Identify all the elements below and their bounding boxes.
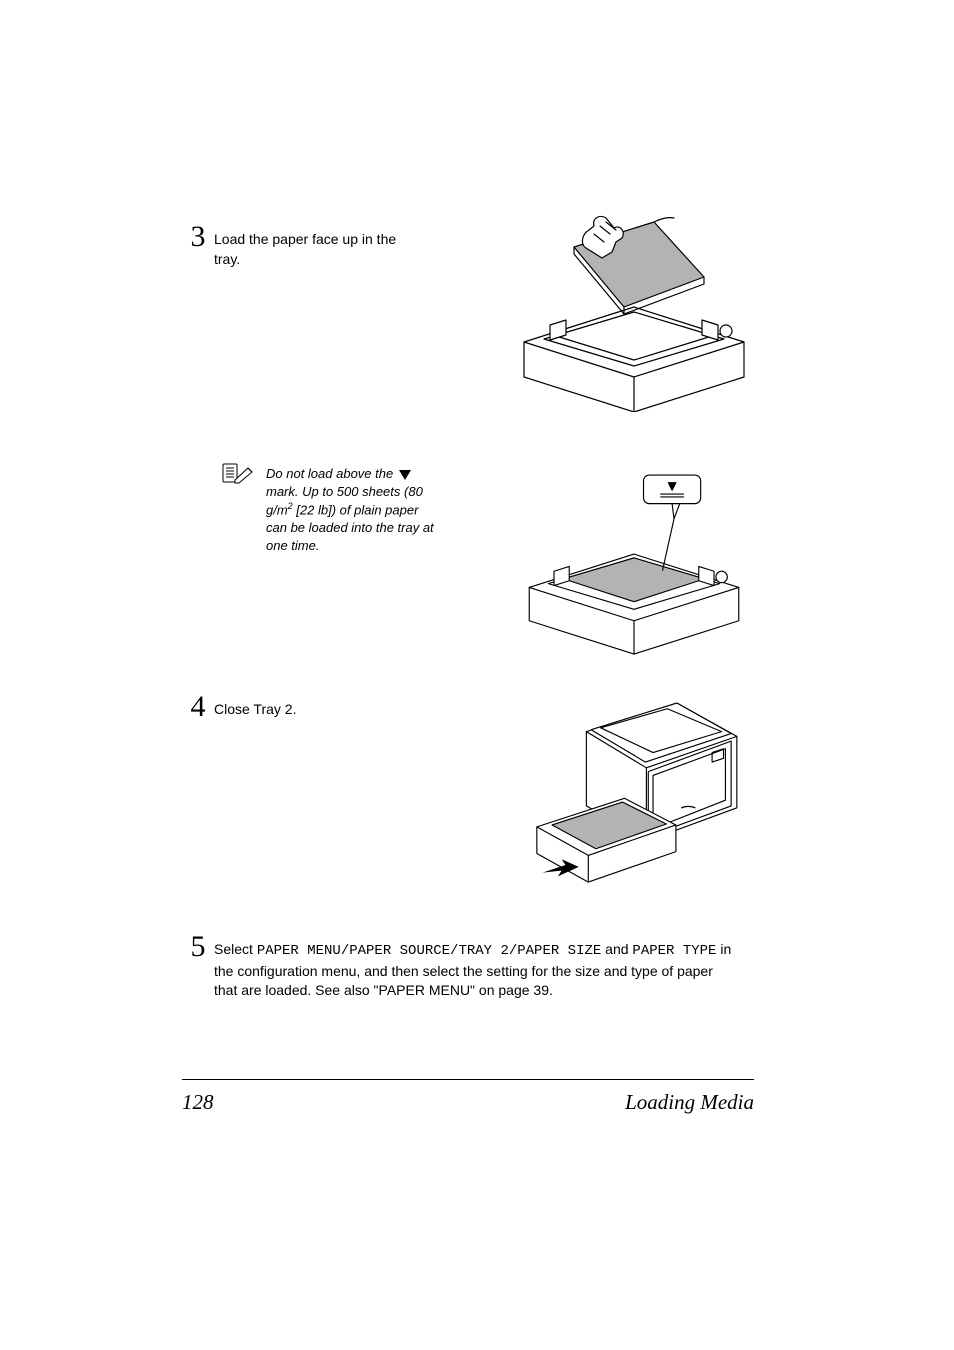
note-part-1: Do not load above the [266, 466, 397, 481]
note-text: Do not load above the mark. Up to 500 sh… [266, 462, 441, 554]
s5-mid1: and [601, 941, 632, 957]
footer-title: Loading Media [625, 1090, 754, 1115]
figure-note [504, 456, 764, 656]
figure-step-3 [504, 212, 764, 412]
step-3-text: Load the paper face up in the tray. [214, 222, 424, 269]
step-number-4: 4 [182, 692, 214, 722]
step-number-3: 3 [182, 222, 214, 252]
page-number: 128 [182, 1090, 214, 1115]
fill-limit-mark-icon [399, 470, 411, 480]
footer-rule [182, 1079, 754, 1080]
step-5-text: Select PAPER MENU/PAPER SOURCE/TRAY 2/PA… [214, 932, 736, 1001]
note-icon [222, 462, 256, 484]
step-4-text: Close Tray 2. [214, 692, 424, 720]
s5-pre: Select [214, 941, 257, 957]
s5-mono-2: PAPER TYPE [632, 943, 716, 959]
figure-step-4 [504, 684, 764, 884]
s5-mono-1: PAPER MENU/PAPER SOURCE/TRAY 2/PAPER SIZ… [257, 943, 601, 959]
step-number-5: 5 [182, 932, 214, 962]
